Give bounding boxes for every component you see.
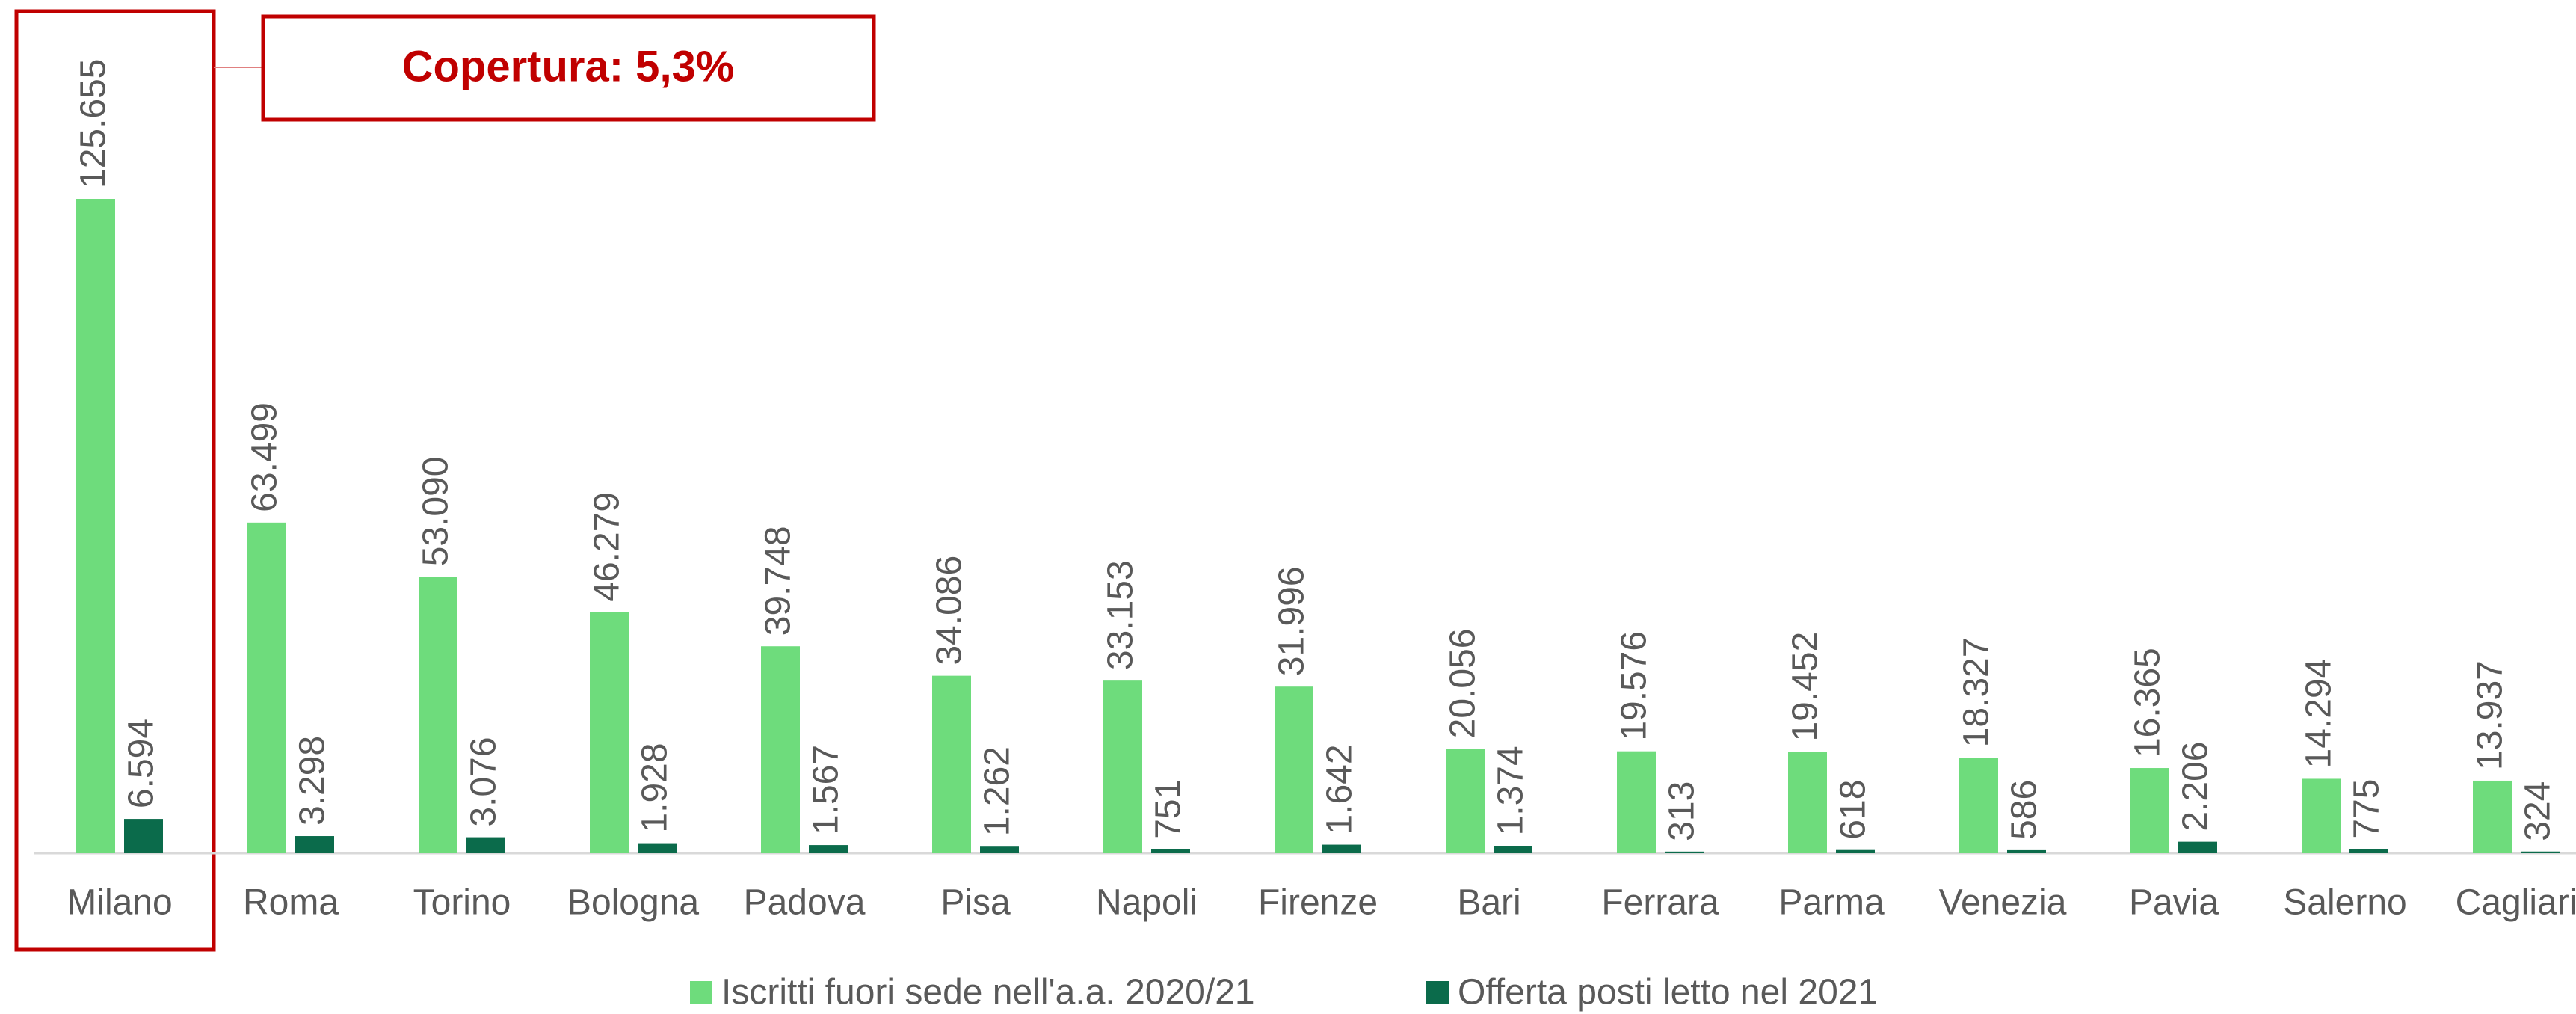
value-label: 586 bbox=[2005, 780, 2045, 840]
bar bbox=[2349, 849, 2388, 853]
value-label: 2.206 bbox=[2176, 742, 2216, 832]
value-label: 324 bbox=[2518, 781, 2558, 841]
legend-swatch bbox=[690, 981, 712, 1004]
value-label: 18.327 bbox=[1957, 638, 1997, 748]
bar bbox=[2302, 778, 2341, 853]
x-tick-label: Pavia bbox=[2129, 883, 2219, 923]
bar bbox=[980, 846, 1019, 853]
value-label: 1.642 bbox=[1320, 744, 1360, 834]
bar bbox=[1151, 849, 1190, 853]
value-label: 1.374 bbox=[1491, 746, 1531, 835]
x-tick-label: Torino bbox=[413, 883, 511, 923]
bar bbox=[1959, 758, 1998, 853]
bar bbox=[1322, 844, 1361, 853]
bar bbox=[247, 522, 286, 853]
value-label: 3.298 bbox=[293, 736, 333, 826]
bar bbox=[809, 845, 848, 853]
bar bbox=[295, 836, 334, 853]
x-tick-label: Padova bbox=[744, 883, 866, 923]
bar bbox=[2473, 780, 2512, 853]
value-label: 34.086 bbox=[930, 556, 970, 666]
bar bbox=[1494, 846, 1532, 853]
legend-label: Offerta posti letto nel 2021 bbox=[1458, 973, 1878, 1013]
legend-label: Iscritti fuori sede nell'a.a. 2020/21 bbox=[721, 973, 1255, 1013]
value-label: 1.262 bbox=[978, 746, 1017, 836]
x-tick-label: Ferrara bbox=[1601, 883, 1719, 923]
bar bbox=[124, 819, 163, 853]
bar bbox=[1665, 851, 1704, 853]
value-label: 31.996 bbox=[1272, 566, 1312, 676]
bar bbox=[2130, 768, 2169, 853]
x-tick-label: Venezia bbox=[1939, 883, 2067, 923]
x-tick-label: Parma bbox=[1778, 883, 1885, 923]
value-label: 618 bbox=[1834, 780, 1873, 840]
bar bbox=[2521, 851, 2560, 853]
x-tick-label: Napoli bbox=[1096, 883, 1198, 923]
value-label: 1.928 bbox=[635, 743, 675, 832]
bar bbox=[2178, 841, 2217, 853]
bar bbox=[638, 843, 677, 853]
bar bbox=[1103, 680, 1142, 853]
bar bbox=[932, 675, 971, 853]
value-label: 14.294 bbox=[2299, 659, 2339, 769]
value-label: 16.365 bbox=[2128, 648, 2168, 758]
legend-swatch bbox=[1426, 981, 1449, 1004]
bar bbox=[1275, 686, 1313, 853]
x-tick-label: Salerno bbox=[2283, 883, 2406, 923]
x-tick-label: Cagliari bbox=[2456, 883, 2576, 923]
value-label: 20.056 bbox=[1443, 629, 1483, 739]
value-label: 751 bbox=[1149, 779, 1189, 839]
value-label: 775 bbox=[2347, 779, 2387, 839]
value-label: 33.153 bbox=[1101, 560, 1141, 670]
value-label: 63.499 bbox=[245, 402, 285, 512]
bar bbox=[466, 837, 505, 853]
value-label: 3.076 bbox=[464, 737, 504, 826]
x-tick-label: Bologna bbox=[567, 883, 699, 923]
bar bbox=[1836, 849, 1875, 853]
value-label: 6.594 bbox=[122, 719, 161, 808]
value-label: 313 bbox=[1663, 781, 1702, 841]
x-tick-label: Roma bbox=[243, 883, 339, 923]
value-label: 19.452 bbox=[1786, 632, 1825, 742]
x-tick-label: Pisa bbox=[940, 883, 1011, 923]
bar bbox=[1446, 749, 1485, 853]
highlight-box bbox=[14, 9, 216, 952]
bar bbox=[2007, 849, 2046, 853]
value-label: 53.090 bbox=[416, 456, 456, 566]
annotation: Copertura: 5,3% bbox=[402, 42, 735, 90]
value-label: 46.279 bbox=[588, 492, 627, 602]
value-label: 19.576 bbox=[1615, 631, 1654, 741]
bar bbox=[590, 612, 629, 853]
value-label: 1.567 bbox=[807, 745, 846, 835]
value-label: 13.937 bbox=[2471, 660, 2510, 770]
bar bbox=[1788, 752, 1827, 853]
bar bbox=[76, 199, 115, 853]
value-label: 39.748 bbox=[759, 526, 798, 636]
bar bbox=[761, 646, 800, 853]
x-tick-label: Milano bbox=[67, 883, 172, 923]
x-tick-label: Bari bbox=[1457, 883, 1520, 923]
value-label: 125.655 bbox=[74, 58, 114, 188]
bar bbox=[1617, 751, 1656, 853]
bar bbox=[419, 577, 457, 853]
x-tick-label: Firenze bbox=[1258, 883, 1378, 923]
annotation-box bbox=[261, 14, 876, 122]
